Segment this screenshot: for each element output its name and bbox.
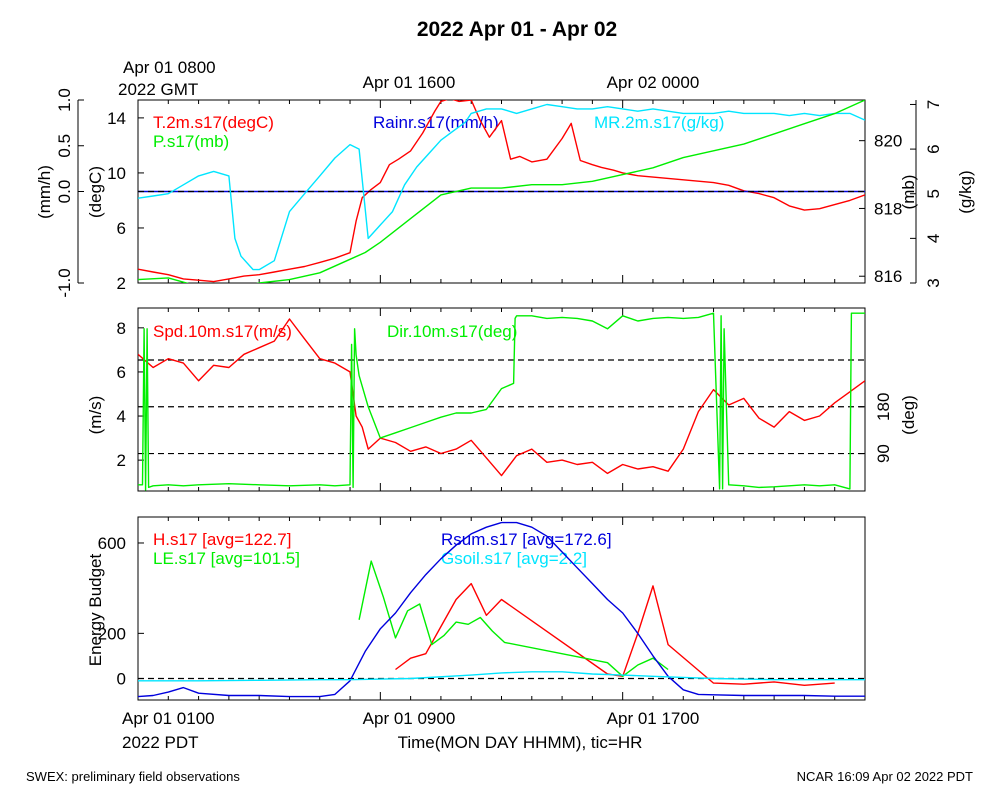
energy-axis-label: Energy Budget	[86, 553, 105, 666]
energy-tick-label: 200	[98, 624, 126, 643]
rain-axis-label: (mm/h)	[35, 165, 54, 219]
footer-left: SWEX: preliminary field observations	[26, 769, 240, 784]
legend-dir: Dir.10m.s17(deg)	[387, 322, 517, 341]
rain-tick-label: 0.5	[55, 134, 74, 158]
pres-tick-label: 818	[874, 199, 902, 218]
temp-tick-label: 14	[107, 109, 126, 128]
wind-panel: Spd.10m.s17(m/s) Dir.10m.s17(deg) (m/s) …	[86, 307, 918, 492]
bottom-axis-label-0900: Apr 01 0900	[363, 709, 456, 728]
dir-series-line	[138, 312, 865, 491]
dir-axis-label: (deg)	[899, 395, 918, 435]
temp-tick-label: 2	[117, 274, 126, 293]
legend-spd: Spd.10m.s17(m/s)	[153, 322, 292, 341]
legend-mr: MR.2m.s17(g/kg)	[594, 113, 724, 132]
top-axis-first-label-line2: 2022 GMT	[118, 80, 198, 99]
footer-right: NCAR 16:09 Apr 02 2022 PDT	[797, 769, 973, 784]
legend-h: H.s17 [avg=122.7]	[153, 530, 291, 549]
x-axis-title: Time(MON DAY HHMM), tic=HR	[398, 733, 643, 752]
mr-series-line	[138, 103, 865, 271]
spd-axis-label: (m/s)	[86, 396, 105, 435]
legend-rsum: Rsum.s17 [avg=172.6]	[441, 530, 612, 549]
t-series-line	[138, 100, 865, 283]
mr-tick-label: 3	[924, 278, 943, 287]
pres-tick-label: 816	[874, 267, 902, 286]
top-axis-label-1600: Apr 01 1600	[363, 73, 456, 92]
legend-le: LE.s17 [avg=101.5]	[153, 549, 300, 568]
p-series-line	[138, 100, 865, 283]
spd-tick-label: 4	[117, 407, 126, 426]
bottom-axis-first-label-line2: 2022 PDT	[122, 733, 199, 752]
mr-tick-label: 4	[924, 234, 943, 243]
bottom-axis-first-label-line1: Apr 01 0100	[122, 709, 215, 728]
rain-tick-label: -1.0	[55, 268, 74, 297]
spd-tick-label: 6	[117, 363, 126, 382]
legend-gsoil: Gsoil.s17 [avg=2.2]	[441, 549, 587, 568]
spd-tick-label: 8	[117, 319, 126, 338]
top-axis-first-label-line1: Apr 01 0800	[123, 58, 216, 77]
legend-temp: T.2m.s17(degC)	[153, 113, 274, 132]
pres-axis-label: (mb)	[899, 175, 918, 210]
energy-tick-label: 0	[117, 670, 126, 689]
rsum-series-line	[138, 521, 865, 698]
chart-title: 2022 Apr 01 - Apr 02	[417, 18, 617, 41]
met-panel: T.2m.s17(degC) P.s17(mb) Rainr.s17(mm/h)…	[35, 88, 975, 297]
mr-tick-label: 7	[924, 100, 943, 109]
spd-series-line	[138, 318, 865, 477]
dir-tick-label: 180	[874, 393, 893, 421]
le-series-line	[358, 560, 669, 677]
pres-tick-label: 820	[874, 132, 902, 151]
temp-tick-label: 10	[107, 164, 126, 183]
bottom-axis-label-1700: Apr 01 1700	[607, 709, 700, 728]
mr-axis-label: (g/kg)	[956, 170, 975, 213]
rain-tick-label: 0.0	[55, 180, 74, 204]
temp-tick-label: 6	[117, 219, 126, 238]
dir-tick-label: 90	[874, 444, 893, 463]
legend-rain: Rainr.s17(mm/h)	[373, 113, 499, 132]
top-axis-label-0000: Apr 02 0000	[607, 73, 700, 92]
mr-tick-label: 6	[924, 144, 943, 153]
gsoil-series-line	[138, 671, 865, 682]
temp-axis-label: (degC)	[86, 166, 105, 218]
mr-tick-label: 5	[924, 189, 943, 198]
rain-tick-label: 1.0	[55, 88, 74, 112]
energy-panel: H.s17 [avg=122.7] LE.s17 [avg=101.5] Rsu…	[86, 516, 866, 701]
energy-tick-label: 600	[98, 534, 126, 553]
spd-tick-label: 2	[117, 451, 126, 470]
legend-pres: P.s17(mb)	[153, 132, 229, 151]
